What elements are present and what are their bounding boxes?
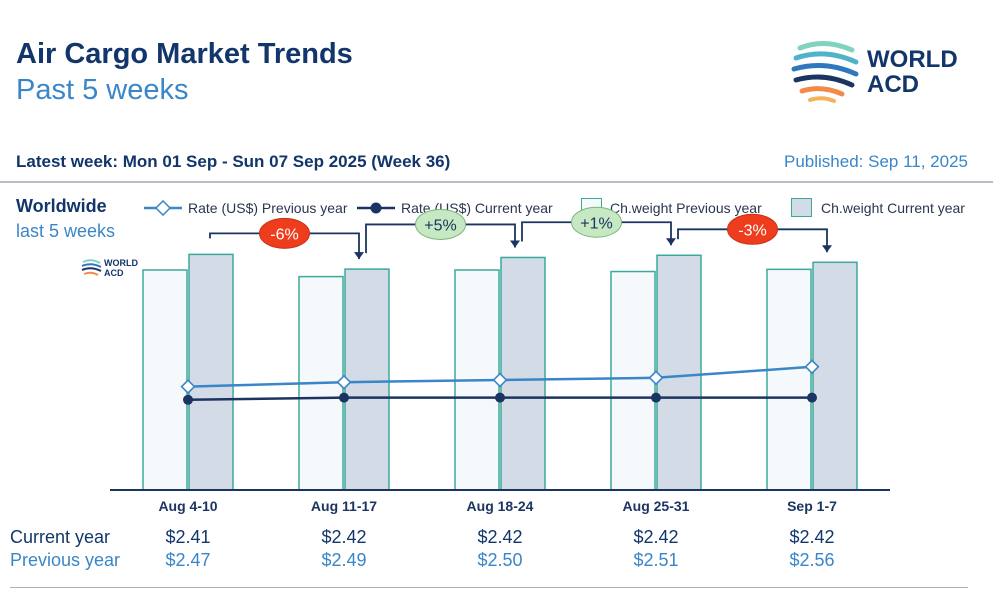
legend-rate-prev-icon <box>144 200 182 216</box>
chart-watermark-logo: WORLD ACD <box>80 258 150 284</box>
previous-year-value: $2.47 <box>165 550 211 570</box>
bar-chweight-current <box>500 256 546 491</box>
latest-week: Latest week: Mon 01 Sep - Sun 07 Sep 202… <box>16 152 451 171</box>
current-year-value: $2.42 <box>321 527 367 547</box>
current-year-label: Current year <box>10 527 111 547</box>
x-tick-label: Aug 11-17 <box>311 498 377 514</box>
logo-waves-icon <box>791 41 859 103</box>
change-badge-label: +1% <box>580 215 612 232</box>
point-rate-previous <box>180 379 196 395</box>
previous-year-label: Previous year <box>10 550 121 570</box>
page-subtitle: Past 5 weeks <box>16 74 189 106</box>
change-badge <box>727 213 778 245</box>
bar-chweight-previous <box>610 270 656 491</box>
small-logo-waves-icon <box>81 259 102 276</box>
legend-cw-cur: Ch.weight Current year <box>821 200 965 216</box>
bar-chweight-current <box>656 254 702 491</box>
legend-rate-cur-icon <box>357 202 395 214</box>
divider-top <box>0 181 993 183</box>
change-badge-label: +5% <box>424 217 456 234</box>
page-title: Air Cargo Market Trends <box>16 38 353 70</box>
bar-chweight-previous <box>142 269 188 491</box>
legend-cw-cur-swatch <box>791 198 812 217</box>
change-badge-label: -6% <box>270 226 298 243</box>
legend: Rate (US$) Previous year Rate (US$) Curr… <box>140 196 980 220</box>
point-rate-current <box>495 392 505 403</box>
point-rate-current <box>339 392 349 403</box>
point-rate-current <box>807 392 817 403</box>
bar-chweight-current <box>344 268 390 491</box>
region-period: last 5 weeks <box>16 221 116 241</box>
change-arrowhead <box>354 252 364 260</box>
x-tick-label: Aug 18-24 <box>467 498 534 514</box>
x-tick-label: Aug 4-10 <box>158 498 217 514</box>
current-year-value: $2.42 <box>633 527 679 547</box>
previous-year-value: $2.50 <box>477 550 523 570</box>
point-rate-previous <box>648 370 664 386</box>
bar-chweight-previous <box>766 268 812 491</box>
small-logo-text-world: WORLD <box>104 258 138 268</box>
legend-rate-prev: Rate (US$) Previous year <box>188 200 348 216</box>
previous-year-value: $2.51 <box>633 550 679 570</box>
change-arrowhead <box>666 238 676 246</box>
bar-chweight-current <box>188 253 234 491</box>
previous-year-value: $2.49 <box>321 550 367 570</box>
published-date: Published: Sep 11, 2025 <box>784 152 968 171</box>
current-year-value: $2.41 <box>165 527 211 547</box>
point-rate-previous <box>492 372 508 388</box>
logo-text-acd: ACD <box>867 71 919 98</box>
world-acd-logo: WORLD ACD <box>790 40 970 106</box>
x-tick-label: Aug 25-31 <box>623 498 690 514</box>
change-badge <box>259 217 310 249</box>
bar-chweight-current <box>812 261 858 491</box>
legend-cw-prev: Ch.weight Previous year <box>610 200 762 216</box>
logo-text-world: WORLD <box>867 46 958 73</box>
change-badge <box>571 206 622 238</box>
point-rate-previous <box>804 359 820 375</box>
x-tick-label: Sep 1-7 <box>787 498 837 514</box>
current-year-value: $2.42 <box>789 527 835 547</box>
point-rate-current <box>183 394 193 405</box>
point-rate-previous <box>336 374 352 390</box>
previous-year-value: $2.56 <box>789 550 835 570</box>
change-badge <box>415 208 466 240</box>
change-arrowhead <box>822 245 832 253</box>
change-badge-label: -3% <box>738 222 766 239</box>
point-rate-current <box>651 392 661 403</box>
small-logo-text-acd: ACD <box>104 268 124 278</box>
current-year-value: $2.42 <box>477 527 523 547</box>
region-name: Worldwide <box>16 196 107 216</box>
change-arrowhead <box>510 240 520 248</box>
divider-bottom <box>10 587 968 588</box>
